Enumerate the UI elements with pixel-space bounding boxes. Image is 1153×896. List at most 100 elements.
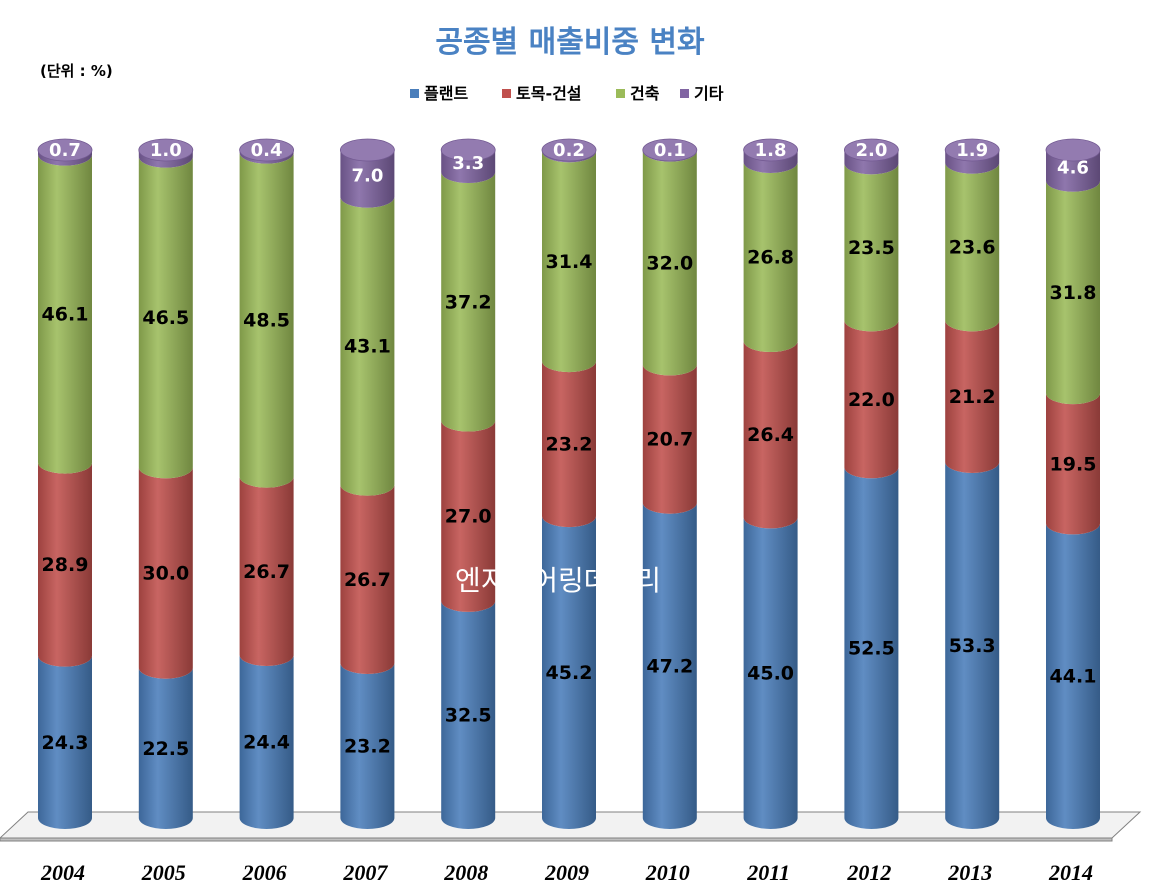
value-label-2010-0: 47.2 — [646, 655, 693, 677]
bar-segment-2014-3 — [1046, 150, 1100, 192]
year-label-2007: 2007 — [342, 860, 388, 885]
legend: 플랜트 토목-건설 건축 기타 — [410, 84, 724, 103]
bar-2005: 22.5 30.0 46.5 1.0 — [138, 138, 194, 830]
legend-swatch-2 — [616, 89, 625, 98]
bars: 24.3 28.9 46.1 0.7 22.5 30.0 46.5 1.0 24.4 26.7 48… — [37, 138, 1101, 830]
value-label-2012-1: 22.0 — [848, 389, 895, 411]
year-label-2006: 2006 — [242, 860, 287, 885]
bar-segment-2005-1 — [138, 467, 193, 679]
value-label-2007-2: 43.1 — [344, 336, 391, 358]
value-label-2011-2: 26.8 — [747, 247, 794, 269]
bar-segment-2008-1 — [441, 420, 496, 612]
bar-segment-2008-0 — [441, 600, 496, 830]
bar-2010: 47.2 20.7 32.0 0.1 — [642, 138, 698, 830]
value-label-2008-3: 3.3 — [452, 153, 484, 174]
bar-segment-2004-1 — [38, 462, 92, 667]
bar-cap-2006 — [239, 138, 295, 162]
value-label-2010-1: 20.7 — [646, 429, 693, 451]
bar-segment-2010-0 — [642, 502, 697, 830]
legend-label-2: 건축 — [630, 84, 660, 103]
bar-segment-2005-0 — [138, 667, 193, 830]
bar-segment-2010-1 — [642, 364, 697, 514]
value-label-2008-2: 37.2 — [445, 291, 492, 313]
bar-2006: 24.4 26.7 48.5 0.4 — [239, 138, 295, 830]
bar-cap-2014 — [1045, 138, 1101, 162]
value-label-2014-2: 31.8 — [1050, 282, 1097, 304]
bar-segment-2013-1 — [945, 320, 1000, 473]
bar-cap-2013 — [944, 138, 1000, 162]
bar-cap-2005 — [138, 138, 194, 162]
bar-cap-2009 — [541, 138, 597, 162]
value-label-2005-0: 22.5 — [142, 738, 189, 760]
bar-segment-2008-3 — [441, 150, 496, 184]
bar-segment-2004-0 — [38, 655, 92, 829]
value-label-2006-1: 26.7 — [243, 561, 290, 583]
bar-segment-2007-3 — [340, 150, 395, 208]
bar-2014: 44.1 19.5 31.8 4.6 — [1045, 138, 1101, 829]
bar-segment-2013-0 — [945, 461, 1000, 830]
value-label-2012-2: 23.5 — [848, 237, 895, 259]
bar-segment-2012-2 — [844, 163, 899, 332]
value-label-2010-2: 32.0 — [646, 253, 693, 275]
value-label-2009-0: 45.2 — [546, 662, 593, 684]
value-label-2006-0: 24.4 — [243, 732, 290, 754]
value-label-2013-2: 23.6 — [949, 237, 996, 259]
bar-2008: 32.5 27.0 37.2 3.3 — [440, 138, 496, 830]
value-label-2005-2: 46.5 — [142, 307, 189, 329]
bar-segment-2009-2 — [542, 151, 596, 373]
bar-cap-2008 — [440, 138, 496, 162]
bar-2004: 24.3 28.9 46.1 0.7 — [37, 138, 93, 829]
value-label-2006-2: 48.5 — [243, 310, 290, 332]
value-label-2012-0: 52.5 — [848, 638, 895, 660]
value-label-2004-3: 0.7 — [49, 140, 81, 161]
value-label-2008-1: 27.0 — [445, 506, 492, 528]
bar-segment-2012-1 — [844, 320, 899, 479]
bar-segment-2006-0 — [239, 655, 294, 830]
value-label-2009-2: 31.4 — [546, 251, 593, 273]
year-label-2011: 2011 — [746, 860, 790, 885]
bar-segment-2005-2 — [138, 156, 193, 479]
legend-swatch-0 — [410, 89, 419, 98]
year-label-2004: 2004 — [40, 860, 85, 885]
bar-segment-2005-3 — [138, 150, 193, 168]
value-label-2005-3: 1.0 — [150, 140, 182, 161]
bar-2011: 45.0 26.4 26.8 1.8 — [743, 138, 798, 830]
value-label-2007-3: 7.0 — [351, 165, 383, 186]
legend-label-3: 기타 — [694, 84, 724, 103]
bar-segment-2006-3 — [239, 150, 294, 164]
unit-label: (단위 : %) — [40, 62, 113, 80]
legend-label-0: 플랜트 — [424, 84, 468, 103]
value-label-2007-1: 26.7 — [344, 569, 391, 591]
bar-segment-2007-2 — [340, 196, 395, 496]
value-label-2004-1: 28.9 — [42, 554, 89, 576]
value-label-2014-3: 4.6 — [1057, 157, 1089, 178]
bar-segment-2013-3 — [945, 150, 1000, 174]
year-label-2012: 2012 — [846, 860, 891, 885]
legend-swatch-3 — [680, 89, 689, 98]
bar-2013: 53.3 21.2 23.6 1.9 — [944, 138, 1000, 830]
bar-segment-2010-2 — [642, 150, 697, 376]
bar-segment-2014-0 — [1046, 523, 1100, 829]
bar-segment-2006-1 — [239, 476, 294, 667]
bar-2007: 23.2 26.7 43.1 7.0 — [339, 138, 395, 830]
bar-segment-2013-2 — [945, 162, 1000, 332]
chart-title: 공종별 매출비중 변화 — [435, 25, 705, 60]
value-label-2013-0: 53.3 — [949, 635, 996, 657]
bar-segment-2009-0 — [542, 516, 596, 829]
value-label-2011-1: 26.4 — [747, 424, 794, 446]
watermark: 엔지니어링데일리 — [455, 564, 661, 597]
bar-segment-2004-3 — [38, 150, 92, 166]
legend-swatch-1 — [502, 89, 511, 98]
value-label-2009-1: 23.2 — [546, 434, 593, 456]
value-label-2004-2: 46.1 — [42, 304, 89, 326]
bar-cap-2010 — [642, 138, 698, 162]
bar-segment-2012-0 — [844, 467, 899, 830]
value-label-2011-0: 45.0 — [747, 663, 794, 685]
year-label-2009: 2009 — [544, 860, 589, 885]
year-label-2014: 2014 — [1048, 860, 1093, 885]
year-label-2005: 2005 — [141, 860, 186, 885]
bar-segment-2014-2 — [1046, 180, 1100, 405]
value-label-2005-1: 30.0 — [142, 563, 189, 585]
legend-label-1: 토목-건설 — [516, 84, 582, 103]
